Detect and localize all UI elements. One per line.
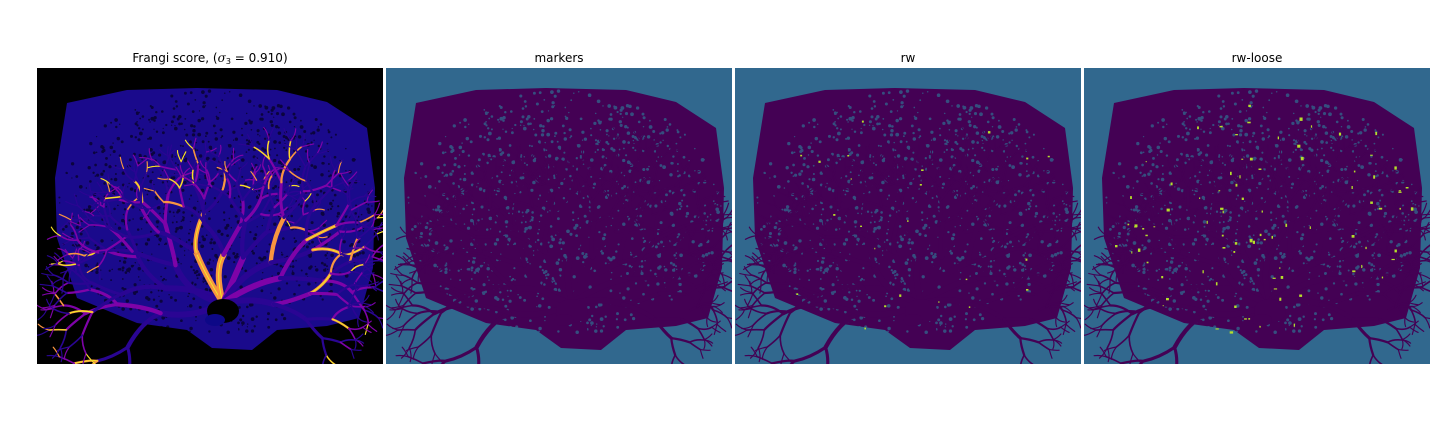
frangi-title: Frangi score, (σ3 = 0.910) (37, 50, 383, 70)
sigma-subscript: 3 (225, 57, 231, 66)
frangi-image (37, 68, 383, 364)
frangi-panel (37, 68, 383, 364)
rw-loose-image (1084, 68, 1430, 364)
frangi-title-suffix: = 0.910) (230, 51, 288, 65)
rw-image (735, 68, 1081, 364)
frangi-title-prefix: Frangi score, ( (132, 51, 218, 65)
markers-panel (386, 68, 732, 364)
markers-image (386, 68, 732, 364)
rw-loose-title: rw-loose (1231, 51, 1283, 65)
markers-title: markers (534, 51, 584, 65)
rw-title: rw (900, 51, 916, 65)
sigma-symbol: σ (217, 51, 226, 65)
rw-loose-panel (1084, 68, 1430, 364)
rw-panel (735, 68, 1081, 364)
